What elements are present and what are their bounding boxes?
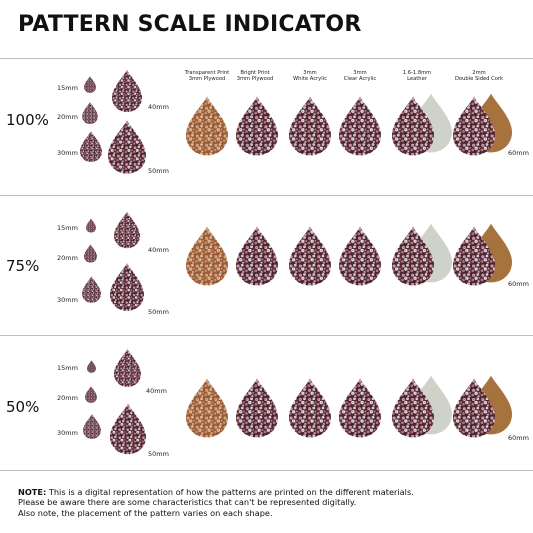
size-drop-20mm [85,386,97,403]
note-line1: This is a digital representation of how … [46,487,414,497]
size-label-40mm: 40mm [148,103,169,111]
material-sample-plywood-transparent [186,94,228,158]
material-sample-plywood-transparent [186,376,228,440]
material-line1: Bright Print [240,70,270,76]
scale-label-100: 100% [6,111,49,129]
size-drop-50mm [108,120,146,174]
material-sample-white-acrylic [289,94,331,158]
material-sample-plywood-bright [236,376,278,440]
material-header-5: 1.6-1.8mm Leather [384,70,450,82]
size-drop-15mm [86,218,96,233]
note-label: NOTE: [18,487,47,497]
material-line1: 2mm [472,70,486,76]
material-line2: Double Sided Cork [454,76,504,83]
size-drop-30mm [82,276,101,303]
note-line2: Please be aware there are some character… [18,497,357,508]
size-label-15mm: 15mm [57,364,78,372]
sample-size-label: 60mm [508,149,529,157]
size-label-15mm: 15mm [57,84,78,92]
material-sample-cork-front [453,224,495,288]
size-drop-15mm [87,360,96,373]
material-header-2: Bright Print 3mm Plywood [222,70,288,82]
material-line1: 3mm [303,70,317,76]
note-line3: Also note, the placement of the pattern … [18,507,273,518]
size-label-40mm: 40mm [146,387,167,395]
material-sample-white-acrylic [289,224,331,288]
material-sample-leather-front [392,376,434,440]
material-sample-leather-front [392,94,434,158]
size-drop-40mm [112,70,142,112]
material-line1: 1.6-1.8mm [402,70,432,76]
size-label-20mm: 20mm [57,394,78,402]
material-sample-clear-acrylic [339,224,381,288]
size-drop-40mm [114,210,140,250]
size-label-50mm: 50mm [148,450,169,458]
material-line1: Transparent Print [184,70,230,76]
size-label-15mm: 15mm [57,224,78,232]
page-title: PATTERN SCALE INDICATOR [18,12,362,37]
size-drop-20mm [82,102,98,124]
material-sample-plywood-bright [236,224,278,288]
material-line2: Leather [407,76,427,83]
size-label-20mm: 20mm [57,254,78,262]
disclaimer-note: NOTE: This is a digital representation o… [18,487,518,518]
material-line2: White Acrylic [293,76,327,83]
size-label-30mm: 30mm [57,296,78,304]
material-header-1: Transparent Print 3mm Plywood [174,70,240,82]
size-drop-50mm [110,402,146,456]
material-sample-plywood-bright [236,94,278,158]
size-label-20mm: 20mm [57,113,78,121]
divider-2 [0,335,533,336]
sample-size-label: 60mm [508,280,529,288]
material-sample-leather-front [392,224,434,288]
size-drop-20mm [84,244,97,263]
divider-top [0,58,533,59]
material-line2: 3mm Plywood [236,76,274,83]
material-sample-clear-acrylic [339,376,381,440]
size-drop-40mm [114,348,141,388]
size-label-30mm: 30mm [57,429,78,437]
size-drop-30mm [80,131,102,162]
size-drop-30mm [83,414,101,439]
material-line2: 3mm Plywood [188,76,226,83]
sample-size-label: 60mm [508,434,529,442]
material-sample-white-acrylic [289,376,331,440]
size-drop-15mm [84,76,96,93]
divider-bottom [0,470,533,471]
size-label-50mm: 50mm [148,167,169,175]
size-label-30mm: 30mm [57,149,78,157]
material-sample-clear-acrylic [339,94,381,158]
material-header-4: 3mm Clear Acrylic [327,70,393,82]
scale-label-75: 75% [6,257,40,275]
material-line1: 3mm [353,70,367,76]
material-line2: Clear Acrylic [343,76,377,83]
material-sample-cork-front [453,94,495,158]
material-header-3: 3mm White Acrylic [277,70,343,82]
material-header-6: 2mm Double Sided Cork [446,70,512,82]
scale-label-50: 50% [6,398,40,416]
material-sample-plywood-transparent [186,224,228,288]
divider-1 [0,195,533,196]
size-label-40mm: 40mm [148,246,169,254]
material-sample-cork-front [453,376,495,440]
size-label-50mm: 50mm [148,308,169,316]
size-drop-50mm [110,262,144,312]
